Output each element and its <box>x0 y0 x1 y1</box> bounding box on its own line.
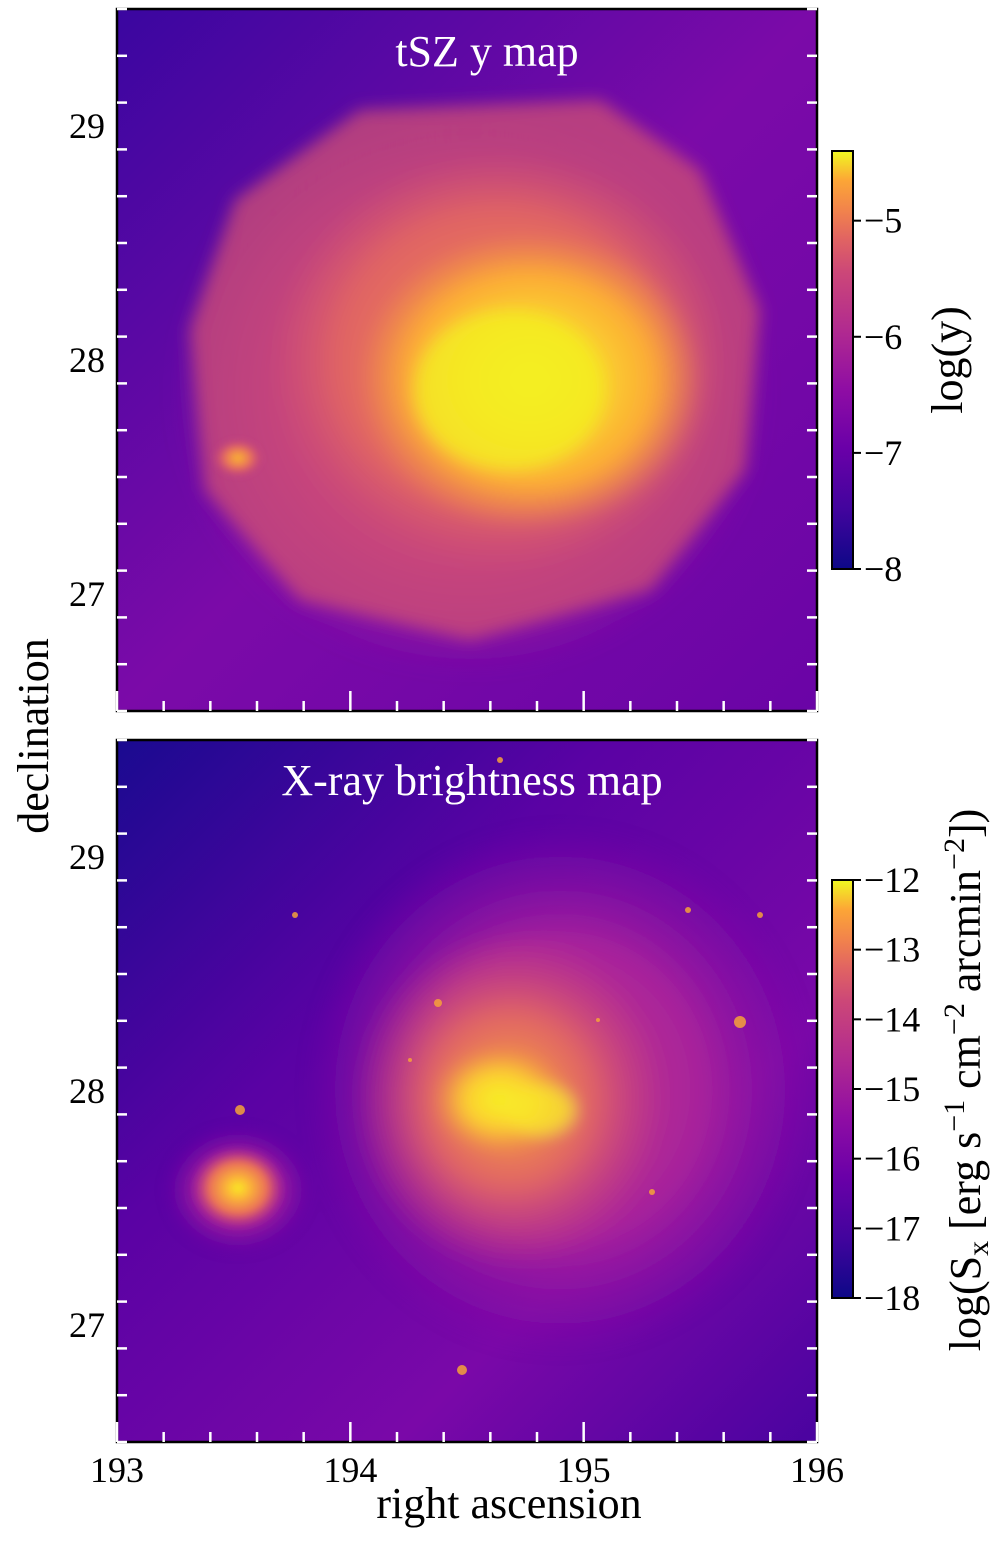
tsz-colorbar-label: log(y) <box>923 306 972 414</box>
colorbar-tick-label: −16 <box>864 1139 920 1179</box>
xray-colorbar-label: log(Sx [erg s−1 cm−2 arcmin−2]) <box>938 809 995 1352</box>
x-axis-label: right ascension <box>376 1479 641 1528</box>
tsz-heatmap <box>117 9 817 711</box>
y-tick-label: 27 <box>69 574 105 614</box>
xray-colorbar <box>831 879 854 1299</box>
colorbar-tick-label: −6 <box>864 317 902 357</box>
xray-clumps <box>235 757 763 1375</box>
xray-colorbar-ticks: −18 −17 −16 −15 −14 −13 −12 <box>853 860 920 1318</box>
colorbar-tick-label: −15 <box>864 1069 920 1109</box>
colorbar-tick-label: −7 <box>864 433 902 473</box>
x-tick-label: 193 <box>90 1450 144 1490</box>
tsz-frame <box>115 7 819 713</box>
y-tick-label: 28 <box>69 1071 105 1111</box>
y-tick-label: 28 <box>69 340 105 380</box>
y-axis-label: declination <box>9 638 58 834</box>
colorbar-tick-label: −14 <box>864 999 920 1039</box>
y-tick-label: 29 <box>69 837 105 877</box>
colorbar-tick-label: −12 <box>864 860 920 900</box>
y-tick-label: 27 <box>69 1305 105 1345</box>
xray-title: X-ray brightness map <box>281 756 662 805</box>
colorbar-tick-label: −5 <box>864 201 902 241</box>
xray-frame <box>115 738 819 1444</box>
colorbar-tick-label: −8 <box>864 549 902 589</box>
colorbar-tick-label: −13 <box>864 930 920 970</box>
xray-heatmap <box>117 740 817 1442</box>
x-tick-label: 195 <box>557 1450 611 1490</box>
tsz-colorbar-ticks: −8 −7 −6 −5 <box>853 201 902 589</box>
y-tick-label: 29 <box>69 106 105 146</box>
tsz-colorbar <box>831 150 854 570</box>
colorbar-tick-label: −17 <box>864 1208 920 1248</box>
x-tick-label: 196 <box>790 1450 844 1490</box>
tsz-axes: 27 28 29 <box>69 7 819 713</box>
xray-axes: 27 28 29 193 194 195 196 <box>69 738 844 1490</box>
colorbar-tick-label: −18 <box>864 1278 920 1318</box>
tsz-title: tSZ y map <box>395 27 578 76</box>
x-tick-label: 194 <box>323 1450 377 1490</box>
